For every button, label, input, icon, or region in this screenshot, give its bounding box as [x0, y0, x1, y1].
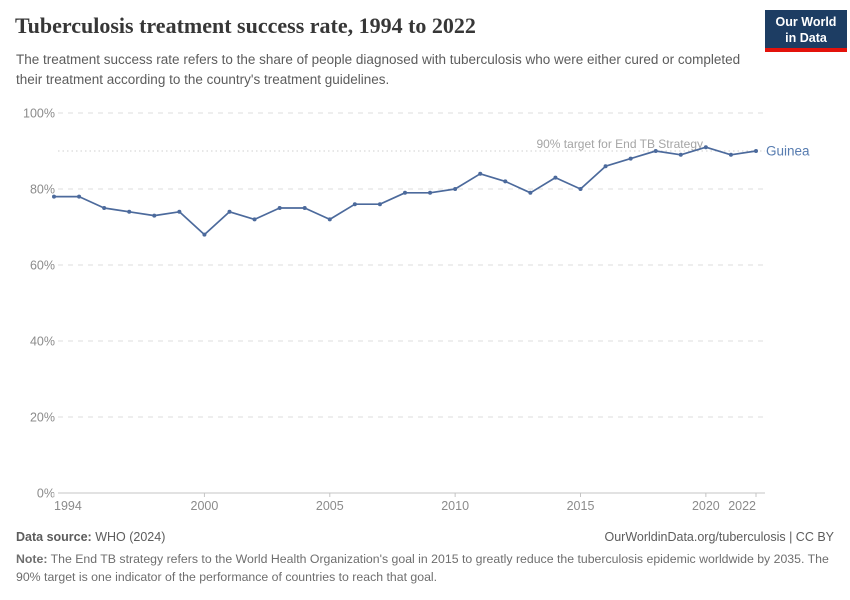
data-point[interactable] — [277, 206, 282, 210]
chart-subtitle: The treatment success rate refers to the… — [16, 52, 741, 88]
data-point[interactable] — [703, 145, 708, 150]
x-tick-label: 2020 — [692, 499, 720, 513]
x-tick-label: 2005 — [316, 499, 344, 513]
owid-logo-line1: Our World — [775, 15, 837, 29]
data-point[interactable] — [252, 217, 257, 222]
x-tick-label: 2000 — [191, 499, 219, 513]
data-point[interactable] — [102, 206, 107, 210]
target-line-annotation: 90% target for End TB Strategy — [536, 137, 703, 151]
data-point[interactable] — [653, 149, 658, 153]
data-point[interactable] — [503, 179, 508, 184]
data-point[interactable] — [453, 187, 458, 191]
owid-logo-line2: in Data — [785, 31, 827, 46]
data-point[interactable] — [352, 202, 357, 207]
data-point[interactable] — [528, 190, 533, 195]
data-point[interactable] — [553, 175, 558, 180]
y-tick-label: 40% — [30, 335, 55, 349]
data-point[interactable] — [728, 152, 733, 157]
data-point[interactable] — [302, 206, 307, 210]
chart-footer: Data source: WHO (2024) OurWorldinData.o… — [16, 530, 834, 587]
data-source-label: Data source: — [16, 530, 92, 544]
data-point[interactable] — [478, 171, 483, 176]
owid-citation-link[interactable]: OurWorldinData.org/tuberculosis | CC BY — [604, 530, 835, 544]
x-tick-label: 1994 — [54, 499, 82, 513]
x-tick-label: 2022 — [728, 499, 756, 513]
data-point[interactable] — [578, 187, 583, 191]
data-point[interactable] — [327, 217, 332, 222]
data-point[interactable] — [678, 152, 683, 157]
y-tick-label: 100% — [23, 107, 55, 121]
series-label-guinea[interactable]: Guinea — [766, 144, 810, 159]
owid-logo[interactable]: Our World in Data — [765, 10, 847, 52]
data-point[interactable] — [754, 149, 758, 153]
y-tick-label: 80% — [30, 183, 55, 197]
data-point[interactable] — [202, 232, 207, 237]
data-source-value: WHO (2024) — [91, 530, 166, 544]
data-point[interactable] — [127, 209, 132, 214]
data-point[interactable] — [603, 164, 608, 169]
data-point[interactable] — [177, 209, 182, 214]
data-point[interactable] — [77, 194, 82, 199]
y-tick-label: 60% — [30, 259, 55, 273]
chart-area: 0% 20% 40% 60% 80% 100% 90% target for End TB … — [0, 95, 850, 530]
y-tick-label: 0% — [37, 487, 55, 501]
data-point[interactable] — [52, 194, 56, 199]
chart-note: Note: The End TB strategy refers to the … — [16, 551, 834, 587]
chart-note-value: The End TB strategy refers to the World … — [16, 552, 829, 584]
chart-note-label: Note: — [16, 552, 48, 566]
data-point[interactable] — [152, 213, 157, 218]
data-point[interactable] — [227, 209, 232, 214]
data-point[interactable] — [628, 156, 633, 161]
page-title: Tuberculosis treatment success rate, 199… — [15, 13, 476, 38]
y-tick-label: 20% — [30, 411, 55, 425]
data-point[interactable] — [377, 202, 382, 207]
data-source: Data source: WHO (2024) — [16, 530, 165, 544]
x-tick-label: 2010 — [441, 499, 469, 513]
line-chart-canvas: 0% 20% 40% 60% 80% 100% 90% target for End TB … — [23, 107, 810, 514]
data-point[interactable] — [403, 190, 407, 195]
data-point[interactable] — [428, 190, 433, 195]
x-tick-label: 2015 — [567, 499, 595, 513]
